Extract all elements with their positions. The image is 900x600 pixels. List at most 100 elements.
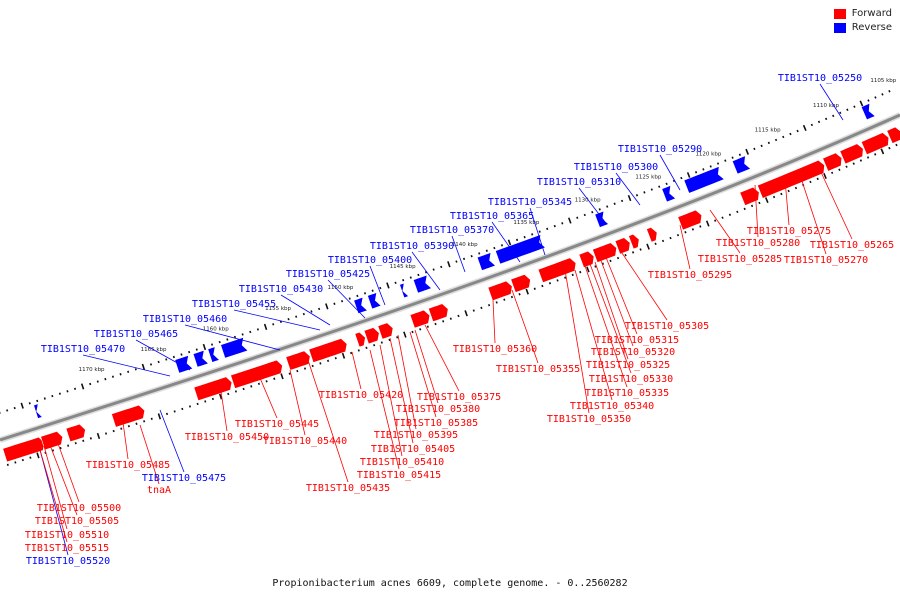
gene-label: TIB1ST10_05315 [595,335,679,346]
tick-mark-upper [627,194,632,202]
tick-label: 1120 kbp [695,151,721,157]
tick-mark-lower [74,442,77,445]
tick-mark-upper [202,343,207,351]
leader-line [397,334,417,430]
leader-line [578,187,606,223]
tick-mark-upper [839,111,842,115]
gene-label: TIB1ST10_05430 [239,284,323,295]
tick-mark-upper [881,93,884,96]
tick-mark-upper [6,409,9,412]
tick-mark-upper [500,244,504,247]
tick-mark-upper [455,260,458,263]
tick-mark-upper [165,358,168,361]
gene-label: TIB1ST10_05320 [591,347,675,358]
tick-mark-lower [326,359,330,362]
tick-mark-lower [157,413,162,420]
gene-label: TIB1ST10_05425 [286,269,370,280]
legend-reverse-label: Reverse [851,22,892,33]
leader-line [135,339,191,371]
leader-lines [39,83,853,556]
tick-mark-upper [263,323,268,330]
tick-mark-upper [561,222,564,225]
tick-mark-lower [880,148,885,155]
genome-caption: Propionibacterium acnes 6609, complete g… [272,578,628,589]
gene-label: TIB1ST10_05385 [394,418,478,429]
tick-mark-upper [141,363,146,370]
tick-mark-lower [750,204,754,208]
tick-mark-upper [241,333,244,336]
gene-label: TIB1ST10_05375 [417,392,501,403]
tick-mark-upper [340,299,344,303]
leader-line [564,269,590,414]
gene-label: TIB1ST10_05445 [235,419,319,430]
tick-mark-upper [379,286,382,290]
tick-mark-upper [256,328,260,331]
leader-line [159,409,185,473]
leader-line [679,224,691,270]
tick-mark-upper [507,239,512,246]
tick-mark-lower [714,219,717,222]
tick-mark-lower [234,390,238,393]
gene-label: TIB1ST10_05435 [306,483,390,494]
leader-line [121,414,129,460]
tick-mark-lower [472,309,475,312]
tick-mark-upper [462,257,466,261]
tick-mark-lower [296,369,299,373]
tick-mark-lower [586,266,590,273]
tick-mark-upper [440,265,443,269]
tick-mark-lower [67,444,70,447]
legend-forward: Forward [833,8,892,19]
leader-line [389,337,414,444]
tick-mark-upper [233,335,237,339]
tick-label: 1150 kbp [327,285,353,291]
reverse-gene [33,403,43,419]
tick-mark-upper [846,108,849,111]
forward-gene [409,309,431,329]
forward-gene [510,274,531,293]
tick-mark-upper [348,297,351,300]
tick-mark-upper [680,176,683,180]
tick-mark-lower [303,367,307,370]
gene-label: TIB1ST10_05350 [547,414,631,425]
gene-label: TIB1ST10_05360 [453,344,537,355]
tick-mark-upper [104,377,107,381]
tick-mark-upper [195,348,198,351]
tick-mark-lower [669,236,672,240]
leader-line [511,289,539,364]
leader-line [659,154,681,191]
forward-gene [578,250,595,268]
gene-label: TIB1ST10_05365 [450,211,534,222]
tick-mark-lower [280,373,284,380]
tick-mark-upper [832,114,835,118]
tick-mark-lower [449,317,452,320]
leader-line [709,209,741,254]
tick-mark-upper [782,135,785,139]
leader-line [529,207,546,256]
gene-label: TIB1ST10_05415 [357,470,441,481]
gene-label: TIB1ST10_05335 [585,388,669,399]
leader-line [599,257,634,347]
tick-mark-upper [0,411,1,415]
tick-mark-upper [598,208,601,211]
tick-mark-lower [464,310,468,317]
leader-line [379,344,403,457]
tick-mark-upper [188,350,191,354]
tick-mark-lower [334,356,337,360]
tick-mark-upper [538,230,541,233]
tick-mark-upper [767,141,770,145]
tick-mark-upper [13,406,16,410]
gene-label: TIB1ST10_05470 [41,344,125,355]
leader-line [491,221,521,263]
tick-mark-lower [510,295,514,299]
tick-mark-upper [386,282,390,289]
tick-mark-lower [699,225,702,228]
tick-mark-lower [728,213,732,216]
gene-label: TIB1ST10_05325 [586,360,670,371]
leader-line [604,254,638,335]
tick-mark-lower [365,346,368,349]
tick-mark-lower [654,242,657,246]
tick-label: 1125 kbp [635,175,661,181]
tick-mark-lower [6,463,9,466]
tick-label: 1155 kbp [265,306,291,312]
